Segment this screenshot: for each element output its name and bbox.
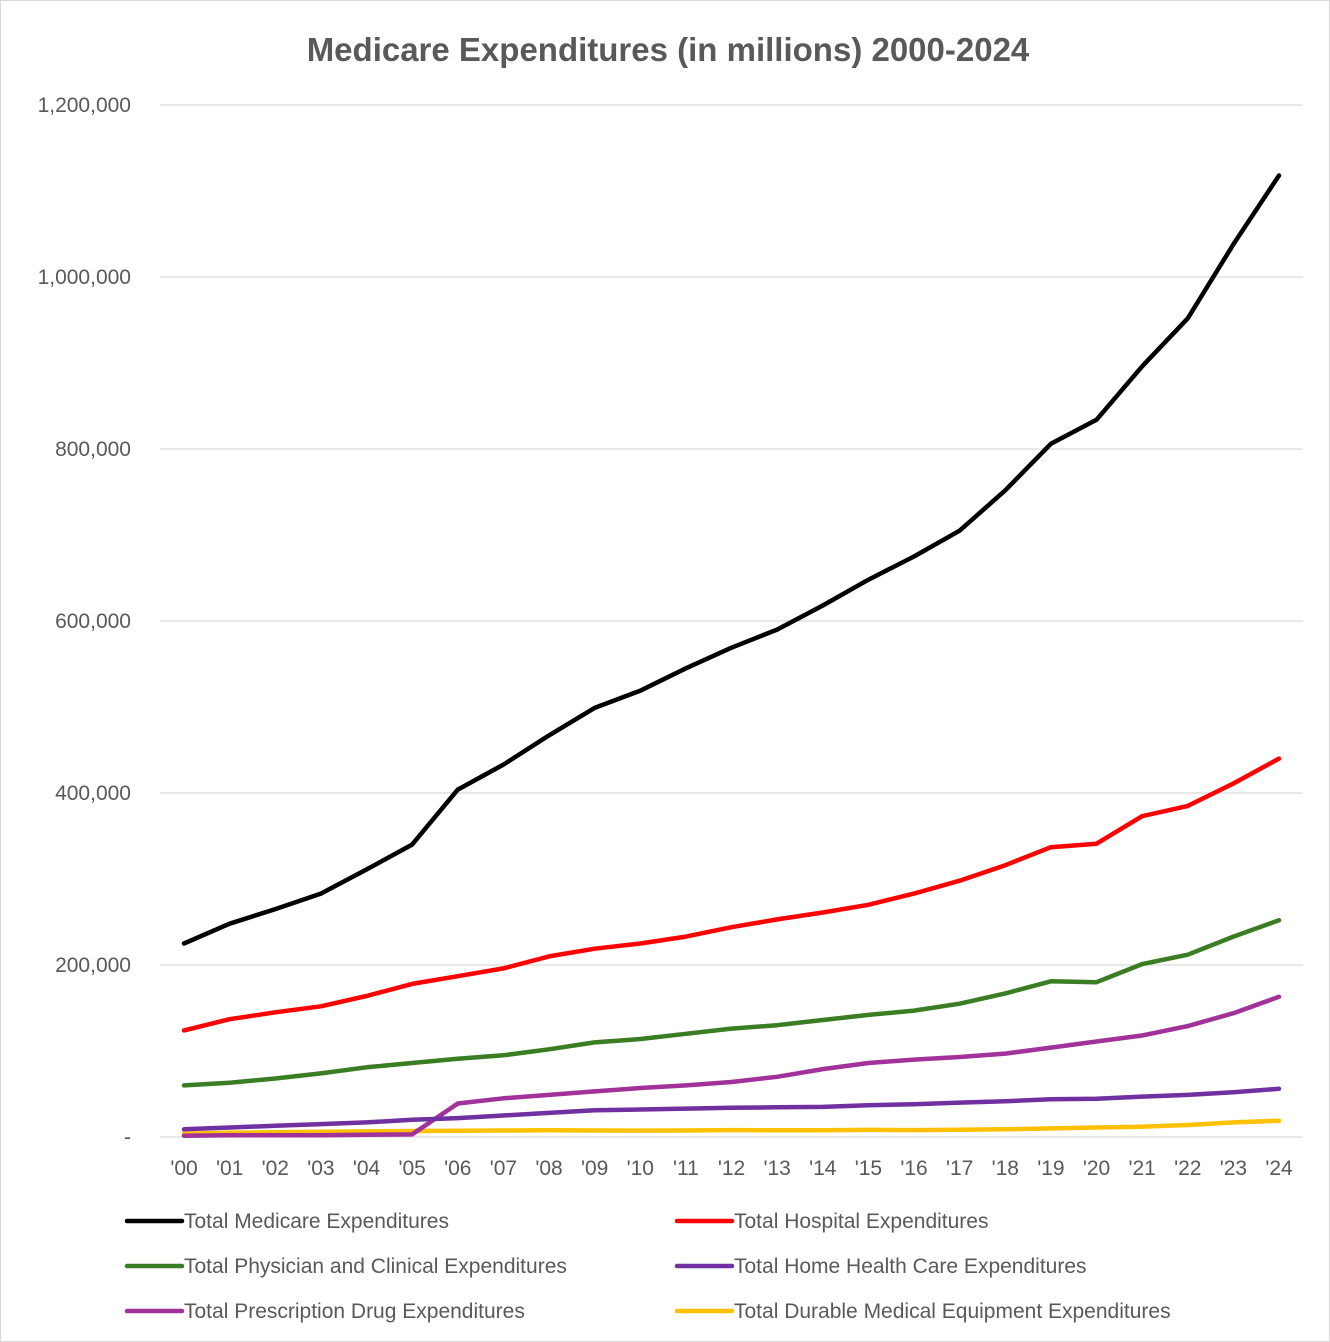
legend: Total Medicare Expenditures Total Hospita… [124,1210,1171,1323]
x-tick-label: '06 [444,1157,471,1180]
x-tick-label: '13 [763,1157,790,1180]
x-tick-label: '14 [809,1157,837,1180]
legend-label: Total Physician and Clinical Expenditure… [184,1255,567,1278]
x-tick-label: '12 [718,1157,745,1180]
x-tick-label: '02 [262,1157,289,1180]
x-tick-label: '22 [1174,1157,1201,1180]
legend-label: Total Hospital Expenditures [734,1210,988,1233]
series-line [181,173,1282,946]
series-line [181,994,1282,1138]
legend-label: Total Prescription Drug Expenditures [184,1300,525,1323]
chart-title: Medicare Expenditures (in millions) 2000… [307,31,1030,68]
x-tick-label: '20 [1083,1157,1110,1180]
legend-label: Total Medicare Expenditures [184,1210,449,1233]
x-tick-label: '03 [307,1157,334,1180]
y-tick-label: 200,000 [55,954,131,977]
series-line [181,756,1282,1033]
x-tick-label: '19 [1037,1157,1064,1180]
y-tick-label: 1,200,000 [38,94,131,117]
x-axis-ticks: '00 '01 '02 '03 '04 '05 '06 '07 '08 '09 '10 '11 '12 '… [170,1157,1293,1180]
x-tick-label: '07 [490,1157,517,1180]
x-tick-label: '23 [1220,1157,1247,1180]
x-tick-label: '24 [1265,1157,1293,1180]
x-tick-label: '10 [627,1157,654,1180]
x-tick-label: '17 [946,1157,973,1180]
x-tick-label: '15 [855,1157,882,1180]
x-tick-label: '18 [992,1157,1019,1180]
legend-label: Total Durable Medical Equipment Expendit… [734,1300,1171,1323]
series-lines [181,173,1282,1138]
x-tick-label: '00 [170,1157,197,1180]
gridlines [160,104,1303,1138]
x-tick-label: '05 [398,1157,425,1180]
y-tick-label: 800,000 [55,438,131,461]
series-line [181,918,1282,1088]
x-tick-label: '11 [673,1157,699,1180]
y-tick-label: - [124,1126,131,1149]
x-tick-label: '08 [535,1157,562,1180]
x-tick-label: '09 [581,1157,608,1180]
y-tick-label: 400,000 [55,782,131,805]
x-tick-label: '16 [900,1157,927,1180]
y-axis-ticks: - 200,000 400,000 600,000 800,000 1,000,000 1,… [38,94,131,1149]
y-tick-label: 1,000,000 [38,266,131,289]
series-line [181,1086,1282,1132]
y-tick-label: 600,000 [55,610,131,633]
legend-label: Total Home Health Care Expenditures [734,1255,1087,1278]
x-tick-label: '04 [353,1157,381,1180]
x-tick-label: '01 [216,1157,243,1180]
series-line [181,1118,1282,1136]
x-tick-label: '21 [1128,1157,1155,1180]
